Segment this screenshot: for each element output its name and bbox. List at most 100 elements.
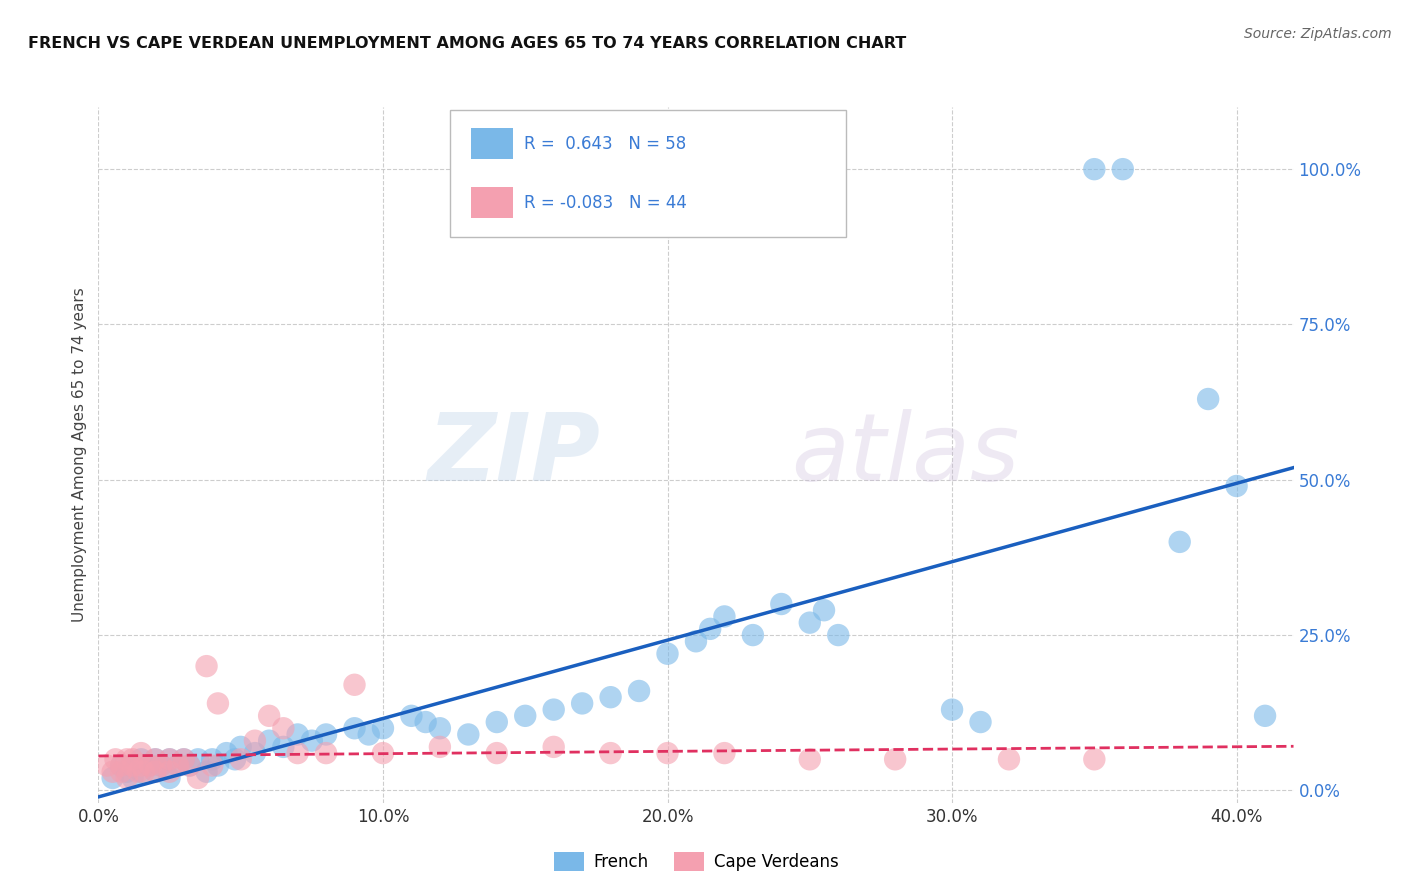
Point — [257, 733, 280, 747]
Point — [143, 764, 166, 779]
Point — [1112, 162, 1135, 177]
Point — [143, 752, 166, 766]
Point — [429, 721, 451, 735]
Point — [150, 758, 173, 772]
Point — [224, 752, 246, 766]
Point — [543, 703, 565, 717]
Point — [138, 758, 160, 772]
Point — [343, 678, 366, 692]
Point — [187, 752, 209, 766]
Point — [1083, 752, 1105, 766]
Point — [301, 733, 323, 747]
Point — [415, 714, 437, 729]
Text: Source: ZipAtlas.com: Source: ZipAtlas.com — [1244, 27, 1392, 41]
Point — [110, 758, 132, 772]
Legend: French, Cape Verdeans: French, Cape Verdeans — [547, 846, 845, 878]
Point — [127, 764, 149, 779]
Point — [1197, 392, 1219, 406]
Point — [657, 647, 679, 661]
Point — [571, 697, 593, 711]
Point — [457, 727, 479, 741]
Point — [96, 758, 118, 772]
Point — [998, 752, 1021, 766]
Point — [115, 764, 138, 779]
Point — [770, 597, 793, 611]
Point — [159, 752, 181, 766]
Point — [110, 764, 132, 779]
Point — [371, 746, 394, 760]
Point — [115, 771, 138, 785]
Point — [187, 771, 209, 785]
Point — [257, 708, 280, 723]
Point — [143, 764, 166, 779]
Text: R =  0.643   N = 58: R = 0.643 N = 58 — [524, 135, 686, 153]
Point — [229, 739, 252, 754]
Text: R = -0.083   N = 44: R = -0.083 N = 44 — [524, 194, 688, 211]
Point — [429, 739, 451, 754]
Point — [515, 708, 537, 723]
Point — [1254, 708, 1277, 723]
Point — [273, 721, 295, 735]
Point — [143, 752, 166, 766]
Point — [243, 733, 266, 747]
Point — [401, 708, 423, 723]
Point — [132, 764, 155, 779]
Point — [195, 764, 218, 779]
Point — [287, 746, 309, 760]
Point — [150, 758, 173, 772]
Point — [110, 758, 132, 772]
Point — [941, 703, 963, 717]
Point — [207, 758, 229, 772]
Point — [243, 746, 266, 760]
Point — [713, 746, 735, 760]
Point — [201, 758, 224, 772]
Point — [287, 727, 309, 741]
Text: atlas: atlas — [792, 409, 1019, 500]
Point — [207, 697, 229, 711]
Point — [129, 764, 152, 779]
Point — [129, 752, 152, 766]
Point — [173, 752, 195, 766]
Point — [315, 746, 337, 760]
Point — [138, 758, 160, 772]
Point — [159, 771, 181, 785]
Point — [179, 758, 201, 772]
Point — [713, 609, 735, 624]
Point — [273, 739, 295, 754]
Y-axis label: Unemployment Among Ages 65 to 74 years: Unemployment Among Ages 65 to 74 years — [72, 287, 87, 623]
Point — [799, 615, 821, 630]
Point — [628, 684, 651, 698]
Point — [179, 758, 201, 772]
Point — [343, 721, 366, 735]
Point — [101, 771, 124, 785]
Point — [657, 746, 679, 760]
Point — [599, 690, 621, 705]
Point — [315, 727, 337, 741]
Point — [201, 752, 224, 766]
Point — [115, 752, 138, 766]
Point — [599, 746, 621, 760]
Text: ZIP: ZIP — [427, 409, 600, 501]
Point — [215, 746, 238, 760]
Point — [1226, 479, 1249, 493]
Point — [813, 603, 835, 617]
Point — [357, 727, 380, 741]
Point — [159, 764, 181, 779]
Point — [104, 752, 127, 766]
Point — [195, 659, 218, 673]
Point — [699, 622, 721, 636]
Point — [167, 758, 190, 772]
Point — [685, 634, 707, 648]
Point — [827, 628, 849, 642]
Point — [229, 752, 252, 766]
Point — [1083, 162, 1105, 177]
Point — [129, 746, 152, 760]
Point — [101, 764, 124, 779]
Point — [159, 752, 181, 766]
Point — [969, 714, 991, 729]
Point — [167, 758, 190, 772]
Point — [1168, 534, 1191, 549]
Point — [121, 771, 143, 785]
Point — [121, 752, 143, 766]
Point — [485, 746, 508, 760]
